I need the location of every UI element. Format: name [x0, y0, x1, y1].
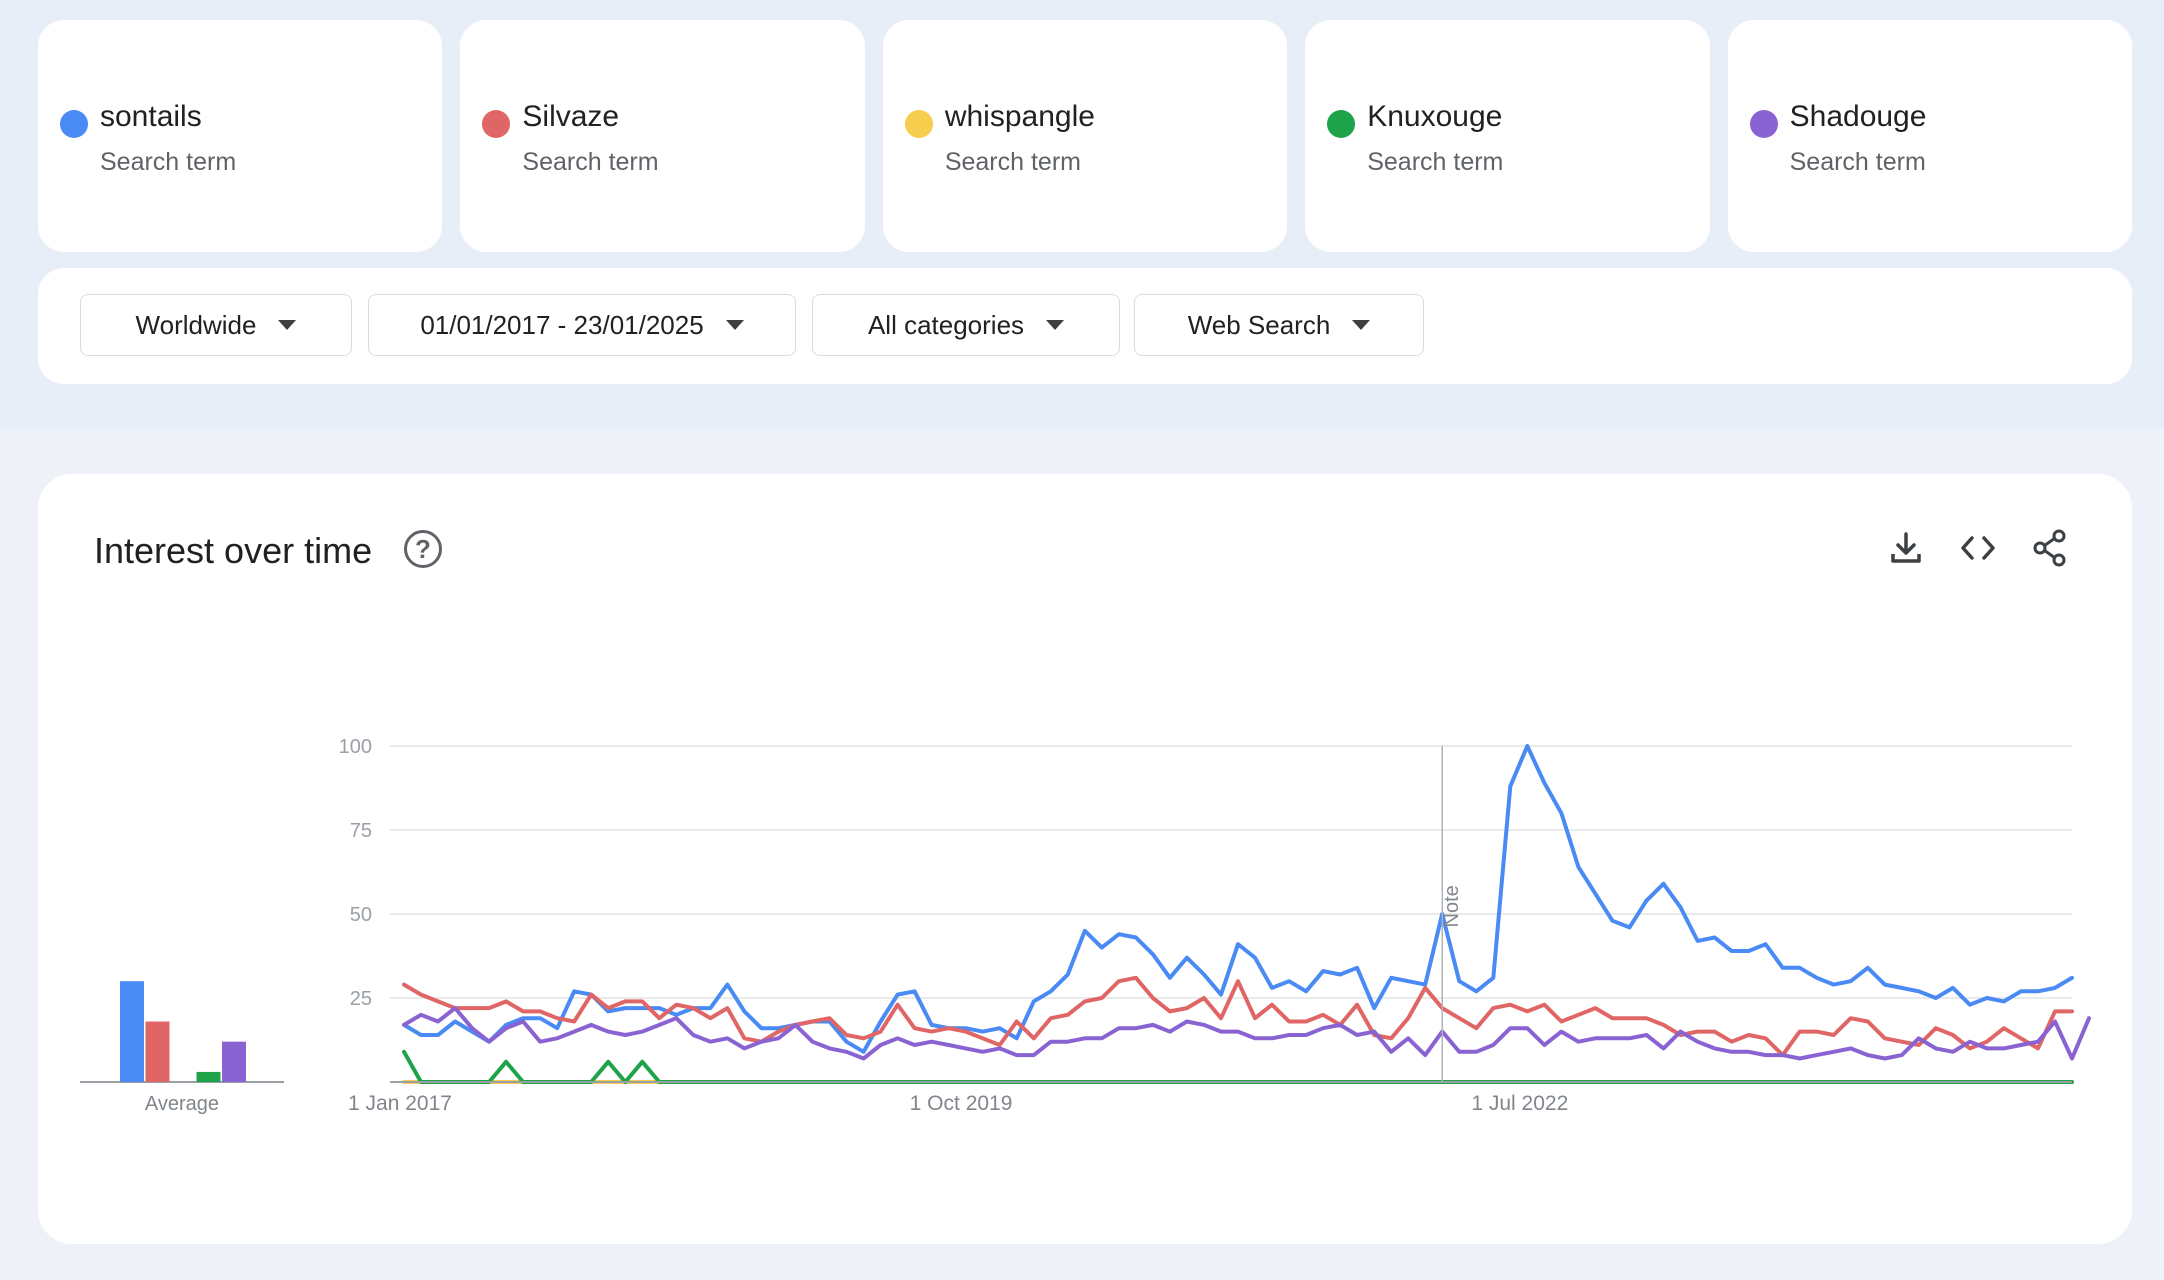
term-name: Shadouge: [1789, 100, 1927, 133]
term-color-dot: [1749, 110, 1778, 138]
chart-title: Interest over time: [94, 530, 373, 571]
download-icon[interactable]: [1886, 528, 1926, 568]
caret-down-icon: [725, 320, 744, 330]
series-line-knuxouge: [402, 1049, 2074, 1084]
search-terms-row: sontails Search term Silvaze Search term…: [38, 20, 2133, 252]
series-line-silvaze: [402, 975, 2074, 1058]
average-bar-knuxouge: [196, 1071, 221, 1082]
search-type-dropdown[interactable]: Web Search: [1134, 294, 1424, 356]
term-type-label: Search term: [100, 148, 237, 176]
region-label: Worldwide: [135, 309, 257, 340]
term-name: Knuxouge: [1367, 100, 1503, 133]
term-name: Silvaze: [522, 100, 620, 133]
x-tick-label: 1 Jul 2022: [1471, 1092, 1568, 1115]
average-bar-silvaze: [145, 1021, 170, 1082]
y-tick-label: 50: [350, 904, 372, 926]
caret-down-icon: [278, 320, 297, 330]
term-card-knuxouge[interactable]: Knuxouge Search term: [1305, 20, 1710, 252]
x-tick-label: 1 Oct 2019: [910, 1092, 1013, 1115]
caret-down-icon: [1046, 320, 1065, 330]
y-tick-label: 100: [339, 736, 372, 758]
term-type-label: Search term: [522, 148, 659, 176]
region-dropdown[interactable]: Worldwide: [80, 294, 352, 356]
term-card-shadouge[interactable]: Shadouge Search term: [1727, 20, 2133, 252]
note-annotation: Note: [1441, 885, 1463, 927]
date-range-label: 01/01/2017 - 23/01/2025: [420, 309, 704, 340]
search-type-label: Web Search: [1187, 309, 1331, 340]
category-dropdown[interactable]: All categories: [812, 294, 1120, 356]
interest-over-time-card: Interest over time ? Average 100 75 50 25 1 …: [38, 474, 2132, 1244]
term-name: whispangle: [944, 100, 1095, 133]
term-card-silvaze[interactable]: Silvaze Search term: [460, 20, 865, 252]
term-type-label: Search term: [1789, 148, 1926, 176]
term-color-dot: [1327, 110, 1356, 138]
term-card-whispangle[interactable]: whispangle Search term: [882, 20, 1288, 252]
x-tick-label: 1 Jan 2017: [348, 1092, 452, 1115]
term-color-dot: [60, 110, 88, 138]
y-tick-label: 75: [350, 820, 372, 842]
term-card-sontails[interactable]: sontails Search term: [38, 20, 443, 252]
series-line-sontails: [402, 744, 2074, 1054]
term-type-label: Search term: [1367, 148, 1504, 176]
series-line-shadouge: [402, 1006, 2091, 1061]
category-label: All categories: [867, 309, 1025, 340]
date-range-dropdown[interactable]: 01/01/2017 - 23/01/2025: [368, 294, 796, 356]
share-icon[interactable]: [2030, 528, 2070, 568]
help-icon[interactable]: ?: [404, 530, 442, 568]
interest-chart: Average 100 75 50 25 1 Jan 2017 1 Oct 2019 1 J…: [80, 736, 2091, 1115]
term-color-dot: [904, 110, 933, 138]
average-bar-sontails: [120, 981, 144, 1082]
term-name: sontails: [100, 100, 202, 133]
embed-code-icon[interactable]: [1958, 528, 1998, 568]
average-bar-shadouge: [222, 1041, 246, 1082]
filter-bar: Worldwide 01/01/2017 - 23/01/2025 All ca…: [38, 268, 2132, 384]
average-label: Average: [145, 1093, 219, 1115]
y-tick-label: 25: [350, 988, 372, 1010]
term-color-dot: [482, 110, 511, 138]
term-type-label: Search term: [944, 148, 1081, 176]
caret-down-icon: [1352, 320, 1371, 330]
